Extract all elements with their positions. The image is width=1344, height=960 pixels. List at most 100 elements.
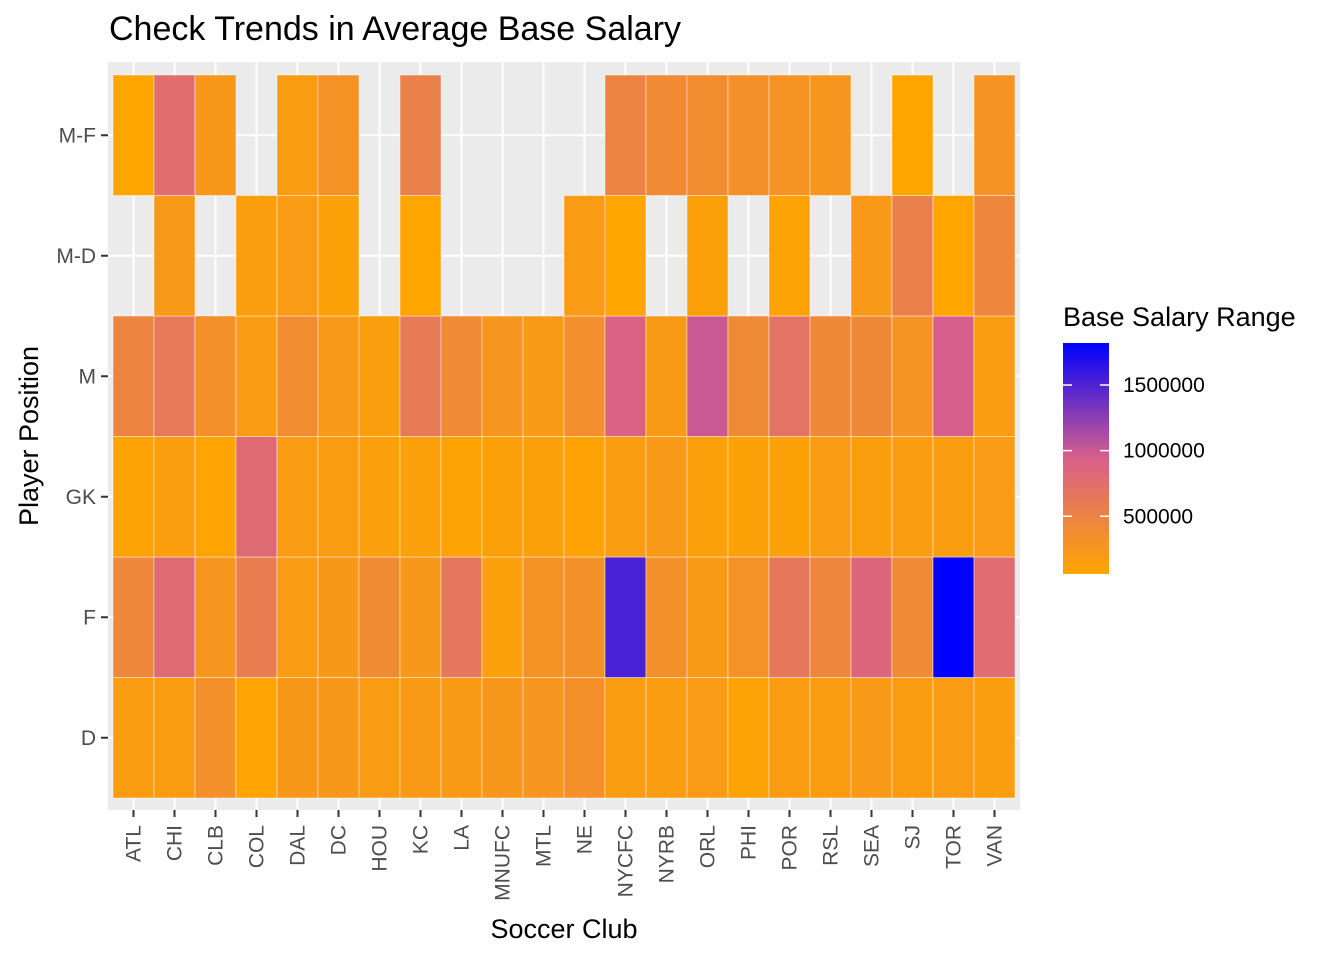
x-tick-label: POR [779, 825, 802, 871]
y-tick-label: GK [66, 486, 96, 509]
heatmap-tile-nyrb-f [645, 556, 688, 678]
heatmap-tile-van-d [973, 677, 1016, 799]
heatmap-tile-tor-f [932, 556, 975, 678]
x-tick-label: SEA [861, 825, 884, 867]
legend-tick-label: 1500000 [1123, 374, 1205, 397]
x-tick-label: ORL [697, 825, 720, 868]
heatmap-tile-ne-m [563, 315, 606, 437]
heatmap-tile-phi-d [727, 677, 770, 799]
heatmap-tile-kc-m [399, 315, 442, 437]
heatmap-tile-phi-m [727, 315, 770, 437]
x-axis-ticks: ATL CHI CLB COL DAL DC HOU KC LA MNUFC MTL NE NYCFC N… [123, 810, 1007, 901]
heatmap-tile-chi-m-f [153, 74, 196, 196]
heatmap-tile-dal-d [276, 677, 319, 799]
legend-tick-label: 500000 [1123, 505, 1193, 528]
heatmap-tile-sea-f [850, 556, 893, 678]
heatmap-tile-atl-f [112, 556, 155, 678]
heatmap-tile-chi-d [153, 677, 196, 799]
heatmap-tile-mtl-gk [522, 436, 565, 558]
heatmap-tile-dc-f [317, 556, 360, 678]
heatmap-tile-chi-gk [153, 436, 196, 558]
heatmap-tile-nyrb-d [645, 677, 688, 799]
heatmap-tile-dc-m-d [317, 195, 360, 317]
heatmap-tile-por-gk [768, 436, 811, 558]
heatmap-tile-atl-d [112, 677, 155, 799]
x-tick-label: MNUFC [492, 825, 515, 901]
heatmap-tile-dal-m-f [276, 74, 319, 196]
heatmap-tile-chi-m-d [153, 195, 196, 317]
x-tick-label: COL [246, 825, 269, 868]
heatmap-tile-sj-d [891, 677, 934, 799]
heatmap-tile-mtl-d [522, 677, 565, 799]
heatmap-tile-sea-gk [850, 436, 893, 558]
heatmap-tile-atl-m-f [112, 74, 155, 196]
heatmap-tile-por-m [768, 315, 811, 437]
heatmap-tile-sea-d [850, 677, 893, 799]
heatmap-tile-nycfc-m-f [604, 74, 647, 196]
heatmap-tile-nycfc-d [604, 677, 647, 799]
legend-tick-label: 1000000 [1123, 440, 1205, 463]
heatmap-tile-por-d [768, 677, 811, 799]
heatmap-tile-rsl-d [809, 677, 852, 799]
x-tick-label: CHI [164, 825, 187, 861]
heatmap-tile-dc-d [317, 677, 360, 799]
heatmap-tile-mtl-f [522, 556, 565, 678]
heatmap-tile-van-m-f [973, 74, 1016, 196]
heatmap-tile-van-m [973, 315, 1016, 437]
heatmap-tile-por-m-d [768, 195, 811, 317]
x-tick-label: MTL [533, 825, 556, 867]
heatmap-tile-col-d [235, 677, 278, 799]
heatmap-tile-nyrb-m [645, 315, 688, 437]
heatmap-tile-nyrb-gk [645, 436, 688, 558]
heatmap-tile-mtl-m [522, 315, 565, 437]
y-tick-label: M-F [59, 124, 96, 147]
heatmap-tile-nycfc-m-d [604, 195, 647, 317]
x-tick-label: NYCFC [615, 825, 638, 897]
heatmap-tile-clb-m-f [194, 74, 237, 196]
heatmap-tile-orl-f [686, 556, 729, 678]
heatmap-tile-rsl-m-f [809, 74, 852, 196]
heatmap-tile-dc-m [317, 315, 360, 437]
x-axis-title: Soccer Club [490, 914, 637, 944]
heatmap-tile-orl-m [686, 315, 729, 437]
heatmap-tile-mnufc-f [481, 556, 524, 678]
heatmap-tile-nyrb-m-f [645, 74, 688, 196]
heatmap-tile-por-m-f [768, 74, 811, 196]
heatmap-tile-ne-f [563, 556, 606, 678]
heatmap-tile-kc-m-d [399, 195, 442, 317]
y-tick-label: D [81, 727, 96, 750]
heatmap-tile-orl-gk [686, 436, 729, 558]
heatmap-tile-dc-gk [317, 436, 360, 558]
x-tick-label: NE [574, 825, 597, 854]
heatmap-tile-mnufc-gk [481, 436, 524, 558]
y-tick-label: F [83, 606, 96, 629]
heatmap-tile-la-gk [440, 436, 483, 558]
legend-colorbar [1063, 343, 1109, 574]
heatmap-tile-tor-gk [932, 436, 975, 558]
heatmap-tile-tor-m [932, 315, 975, 437]
heatmap-tile-sj-gk [891, 436, 934, 558]
x-tick-label: KC [410, 825, 433, 854]
x-tick-label: SJ [902, 825, 925, 850]
heatmap-tile-ne-gk [563, 436, 606, 558]
heatmap-tile-dal-m-d [276, 195, 319, 317]
heatmap-tile-kc-gk [399, 436, 442, 558]
heatmap-tile-orl-m-d [686, 195, 729, 317]
x-tick-label: RSL [820, 825, 843, 866]
heatmap-tile-rsl-gk [809, 436, 852, 558]
chart-title: Check Trends in Average Base Salary [109, 10, 681, 48]
y-axis-ticks: D F GK M M-D M-F [56, 124, 108, 750]
heatmap-tile-dal-f [276, 556, 319, 678]
y-tick-label: M [79, 365, 97, 388]
heatmap-tile-la-d [440, 677, 483, 799]
heatmap-tile-kc-m-f [399, 74, 442, 196]
heatmap-tile-phi-f [727, 556, 770, 678]
heatmap-tile-van-m-d [973, 195, 1016, 317]
x-tick-label: ATL [123, 825, 146, 862]
heatmap-tile-orl-d [686, 677, 729, 799]
heatmap-tile-dal-m [276, 315, 319, 437]
heatmap-tile-la-m [440, 315, 483, 437]
x-tick-label: LA [451, 825, 474, 851]
legend-ticks: 500000 1000000 1500000 [1063, 374, 1205, 528]
legend-title: Base Salary Range [1063, 302, 1296, 332]
